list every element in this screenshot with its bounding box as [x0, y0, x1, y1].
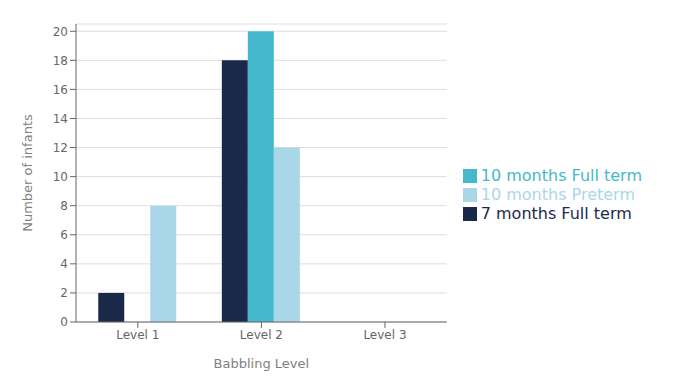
svg-text:10: 10 [53, 170, 68, 184]
svg-text:Level 3: Level 3 [363, 328, 406, 342]
svg-text:20: 20 [53, 25, 68, 39]
html-text:10 months Preterm: 10 months Preterm [480, 184, 635, 204]
svg-text:16: 16 [53, 83, 68, 97]
svg-text:4: 4 [60, 257, 68, 271]
html-text:7 months Full term: 7 months Full term [480, 203, 632, 223]
svg-text:8: 8 [60, 199, 68, 213]
svg-text:Level 1: Level 1 [116, 328, 159, 342]
svg-text:18: 18 [53, 54, 68, 68]
svg-text:0: 0 [60, 315, 68, 329]
svg-text:Number of infants: Number of infants [20, 114, 35, 232]
svg-text:14: 14 [53, 112, 68, 126]
svg-text:12: 12 [53, 141, 68, 155]
svg-text:Level 2: Level 2 [240, 328, 283, 342]
html-text:10 months Full term: 10 months Full term [480, 165, 642, 185]
svg-text:Babbling Level: Babbling Level [214, 356, 310, 371]
svg-text:6: 6 [60, 228, 68, 242]
svg-text:2: 2 [60, 286, 68, 300]
